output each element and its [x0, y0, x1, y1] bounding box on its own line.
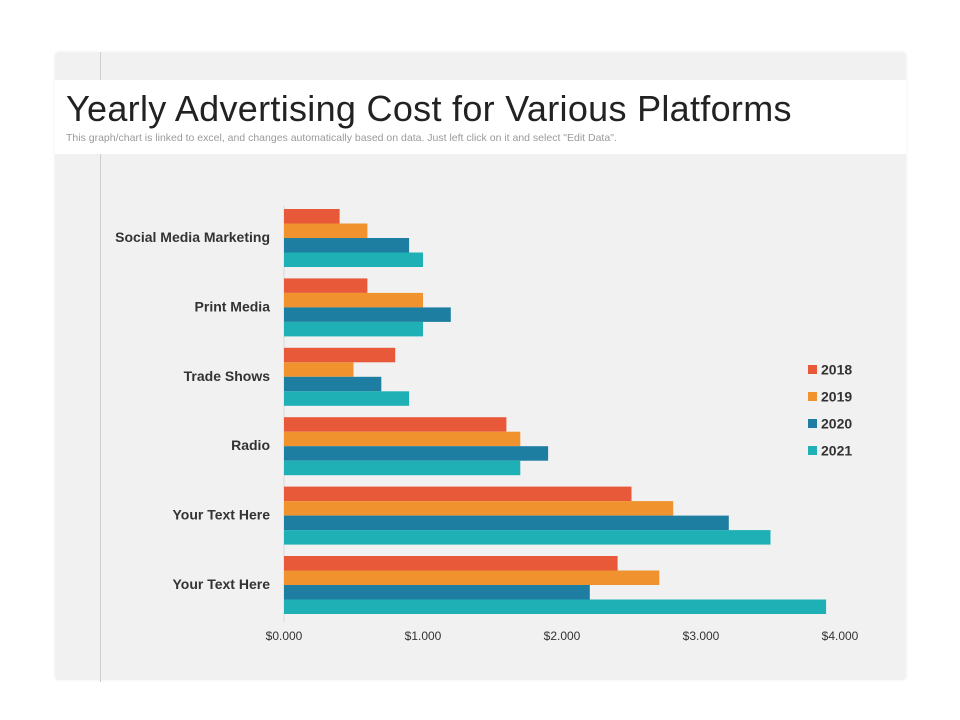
bar-2020-1 — [284, 238, 410, 253]
title-band — [55, 80, 906, 154]
bar-2018-5 — [284, 486, 632, 502]
x-tick-label: $0.000 — [266, 629, 303, 643]
bar-2021-2 — [284, 321, 423, 337]
bar-2021-4 — [284, 460, 521, 476]
x-tick-label: $3.000 — [683, 629, 720, 643]
category-label: Trade Shows — [184, 368, 271, 384]
bar-2018-3 — [284, 347, 396, 363]
bar-2019-2 — [284, 292, 423, 308]
bar-2018-6 — [284, 556, 618, 571]
guide-line — [100, 52, 101, 682]
legend-swatch-2020 — [808, 419, 817, 428]
bar-2021-3 — [284, 391, 410, 406]
bar-2020-2 — [284, 307, 451, 322]
bar-2018-4 — [284, 417, 507, 432]
bar-2019-5 — [284, 501, 674, 516]
page-subtitle: This graph/chart is linked to excel, and… — [66, 132, 617, 144]
bar-2020-4 — [284, 446, 549, 461]
bar-2019-4 — [284, 431, 521, 447]
bar-2019-6 — [284, 570, 660, 585]
category-label: Social Media Marketing — [115, 229, 270, 245]
legend-swatch-2019 — [808, 392, 817, 401]
category-label: Print Media — [195, 298, 271, 314]
legend-label-2018: 2018 — [821, 362, 852, 378]
category-label: Radio — [231, 437, 270, 453]
bar-2019-3 — [284, 362, 354, 377]
legend-label-2019: 2019 — [821, 389, 852, 405]
bar-2020-3 — [284, 376, 382, 392]
bar-2018-2 — [284, 278, 368, 293]
legend-label-2021: 2021 — [821, 443, 852, 459]
bar-2020-6 — [284, 585, 590, 600]
legend-swatch-2018 — [808, 365, 817, 374]
x-tick-label: $1.000 — [405, 629, 442, 643]
category-label: Your Text Here — [172, 507, 270, 523]
page-title: Yearly Advertising Cost for Various Plat… — [66, 88, 792, 129]
x-tick-label: $4.000 — [822, 629, 859, 643]
legend-label-2020: 2020 — [821, 416, 852, 432]
bar-2019-1 — [284, 223, 368, 238]
bar-2021-6 — [284, 599, 827, 614]
bar-2020-5 — [284, 515, 729, 531]
bar-2021-5 — [284, 530, 771, 545]
legend-swatch-2021 — [808, 446, 817, 455]
x-tick-label: $2.000 — [544, 629, 581, 643]
category-label: Your Text Here — [172, 576, 270, 592]
bar-2018-1 — [284, 209, 340, 224]
bar-2021-1 — [284, 252, 423, 267]
